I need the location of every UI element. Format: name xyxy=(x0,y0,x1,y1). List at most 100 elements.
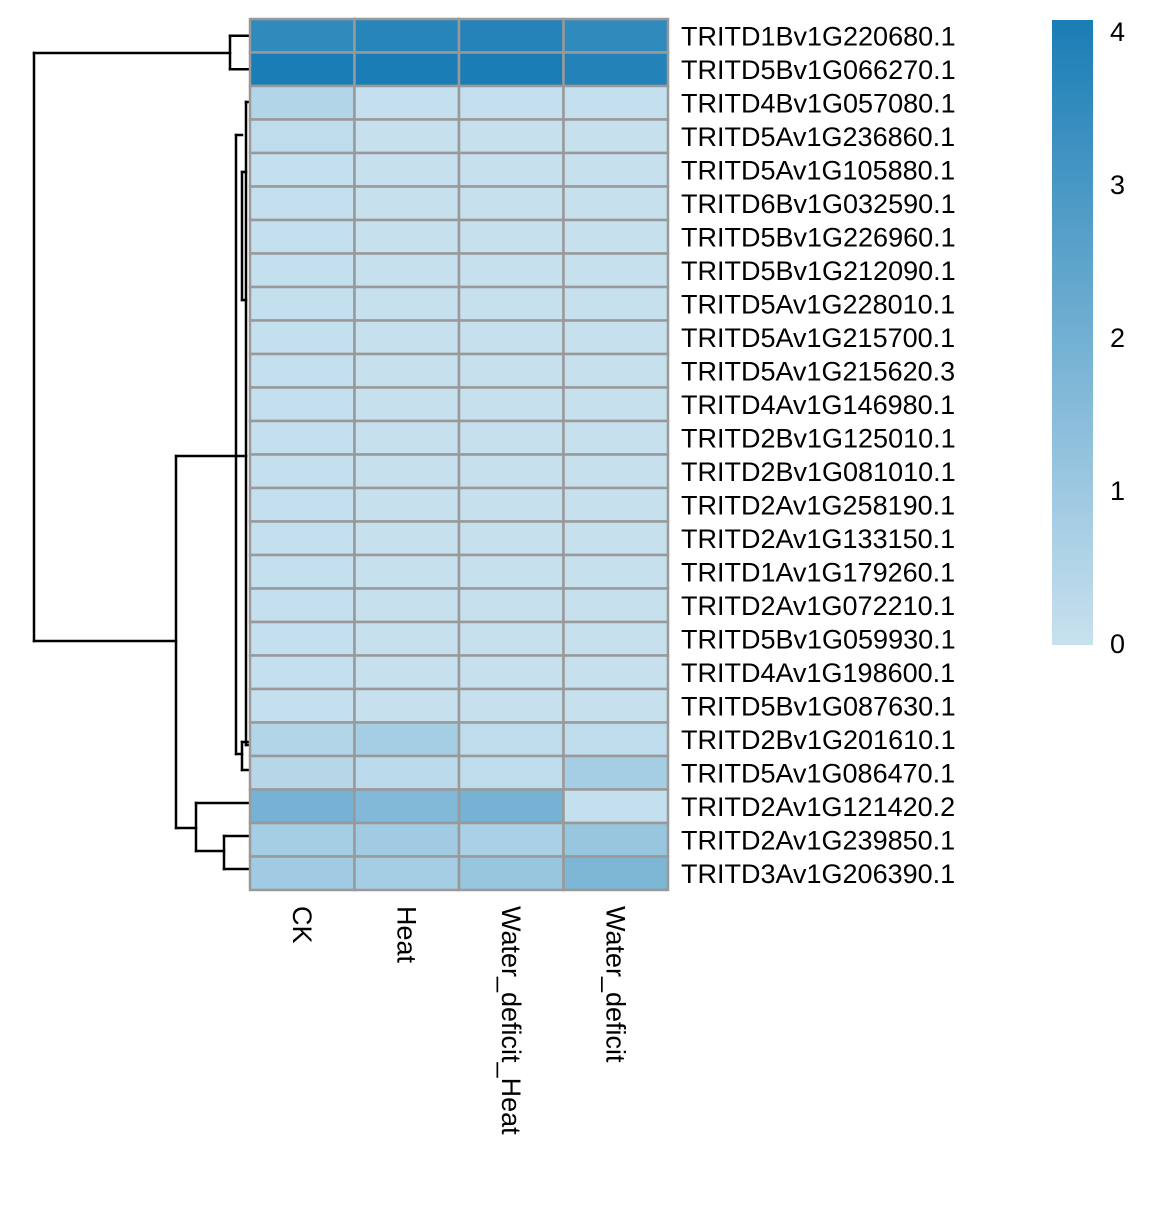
heatmap-cell xyxy=(562,218,670,255)
row-label: TRITD5Bv1G226960.1 xyxy=(681,222,956,252)
row-label: TRITD2Av1G239850.1 xyxy=(681,825,955,855)
heatmap-cell xyxy=(562,51,670,88)
heatmap-cell xyxy=(248,319,356,356)
colorbar-tick-label: 1 xyxy=(1110,476,1125,506)
heatmap-cell xyxy=(353,520,461,557)
heatmap-cell xyxy=(248,754,356,791)
colorbar-tick-label: 0 xyxy=(1110,629,1125,659)
heatmap-cell xyxy=(562,252,670,289)
heatmap-cell xyxy=(457,185,565,222)
heatmap-cell xyxy=(248,620,356,657)
colorbar-legend: 0 1 2 3 4 xyxy=(1052,17,1125,659)
heatmap-cell xyxy=(353,252,461,289)
row-label: TRITD4Av1G198600.1 xyxy=(681,658,955,688)
column-label: Water_deficit_Heat xyxy=(496,906,526,1135)
row-label: TRITD3Av1G206390.1 xyxy=(681,859,955,889)
row-label: TRITD5Bv1G066270.1 xyxy=(681,55,956,85)
column-label: Water_deficit xyxy=(600,906,630,1063)
heatmap-cell xyxy=(457,84,565,121)
heatmap-cell xyxy=(248,721,356,758)
column-labels: CK Heat Water_deficit_Heat Water_deficit xyxy=(287,906,631,1135)
heatmap-cell xyxy=(248,855,356,892)
heatmap-cell xyxy=(248,151,356,188)
heatmap-cell xyxy=(457,788,565,825)
heatmap-cell xyxy=(457,721,565,758)
heatmap-cell xyxy=(353,687,461,724)
heatmap-cell xyxy=(562,118,670,155)
heatmap-cell xyxy=(248,419,356,456)
heatmap-cell xyxy=(353,486,461,523)
heatmap-cell xyxy=(248,84,356,121)
row-label: TRITD2Bv1G081010.1 xyxy=(681,457,956,487)
heatmap-cell xyxy=(457,855,565,892)
column-label: Heat xyxy=(391,906,421,964)
heatmap-cell xyxy=(248,51,356,88)
heatmap-cell xyxy=(562,821,670,858)
heatmap-cell xyxy=(457,821,565,858)
heatmap-cell xyxy=(353,721,461,758)
row-label: TRITD2Av1G072210.1 xyxy=(681,591,955,621)
heatmap-cell xyxy=(562,687,670,724)
heatmap-cell xyxy=(248,553,356,590)
row-label: TRITD5Bv1G087630.1 xyxy=(681,691,956,721)
row-label: TRITD2Av1G121420.2 xyxy=(681,792,955,822)
heatmap-cell xyxy=(353,788,461,825)
heatmap-cell xyxy=(457,419,565,456)
heatmap-cell xyxy=(562,419,670,456)
heatmap-cell xyxy=(457,352,565,389)
colorbar-tick-label: 3 xyxy=(1110,170,1125,200)
heatmap-cell xyxy=(562,17,670,54)
heatmap-cell xyxy=(457,319,565,356)
row-label: TRITD4Bv1G057080.1 xyxy=(681,88,956,118)
heatmap-cell xyxy=(353,118,461,155)
row-dendrogram xyxy=(32,34,252,871)
heatmap-cell xyxy=(562,620,670,657)
row-label: TRITD2Bv1G125010.1 xyxy=(681,423,956,453)
heatmap-cell xyxy=(562,553,670,590)
heatmap-cell xyxy=(457,587,565,624)
heatmap-cell xyxy=(457,285,565,322)
heatmap-cell xyxy=(353,285,461,322)
row-label: TRITD5Bv1G212090.1 xyxy=(681,256,956,286)
heatmap-cell xyxy=(353,17,461,54)
heatmap-cell xyxy=(248,486,356,523)
heatmap-cell xyxy=(457,754,565,791)
heatmap-cell xyxy=(248,118,356,155)
heatmap-cell xyxy=(562,855,670,892)
heatmap-cell xyxy=(457,51,565,88)
heatmap-cell xyxy=(353,151,461,188)
heatmap-cell xyxy=(353,386,461,423)
row-label: TRITD1Av1G179260.1 xyxy=(681,557,955,587)
heatmap-cell xyxy=(353,553,461,590)
heatmap-cell xyxy=(248,285,356,322)
row-label: TRITD6Bv1G032590.1 xyxy=(681,189,956,219)
heatmap-cell xyxy=(562,84,670,121)
heatmap-cell xyxy=(248,218,356,255)
heatmap-cell xyxy=(353,419,461,456)
heatmap-cell xyxy=(353,51,461,88)
heatmap-cell xyxy=(457,151,565,188)
colorbar-tick-label: 4 xyxy=(1110,17,1125,47)
column-label: CK xyxy=(287,906,317,944)
row-label: TRITD5Av1G215700.1 xyxy=(681,323,955,353)
heatmap-cells xyxy=(248,17,670,892)
heatmap-cell xyxy=(353,453,461,490)
row-label: TRITD5Av1G236860.1 xyxy=(681,122,955,152)
heatmap-cell xyxy=(562,721,670,758)
heatmap-cell xyxy=(248,654,356,691)
heatmap-cell xyxy=(562,319,670,356)
heatmap-cell xyxy=(457,118,565,155)
heatmap-cell xyxy=(248,453,356,490)
heatmap-cell xyxy=(248,17,356,54)
heatmap-cell xyxy=(457,620,565,657)
heatmap-cell xyxy=(248,520,356,557)
row-label: TRITD5Av1G086470.1 xyxy=(681,758,955,788)
row-label: TRITD4Av1G146980.1 xyxy=(681,390,955,420)
heatmap-cell xyxy=(562,654,670,691)
heatmap-cell xyxy=(457,453,565,490)
heatmap-cell xyxy=(562,352,670,389)
heatmap-cell xyxy=(248,788,356,825)
heatmap-cell xyxy=(562,386,670,423)
heatmap-cell xyxy=(248,252,356,289)
